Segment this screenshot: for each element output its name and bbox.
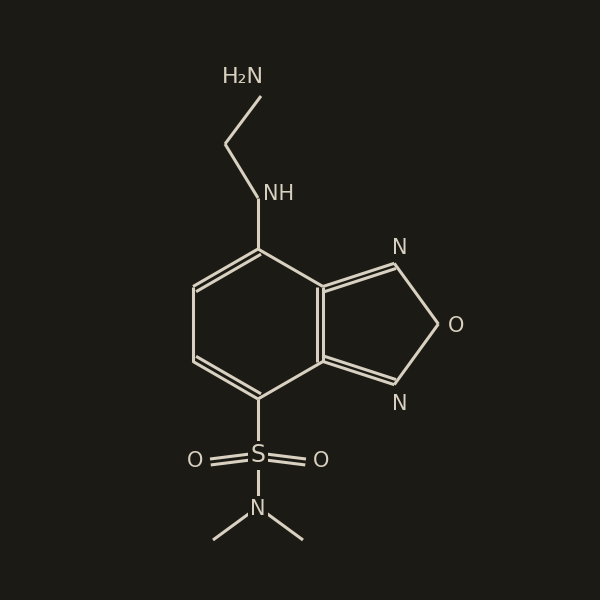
Text: O: O [448, 316, 464, 336]
Text: N: N [392, 238, 407, 258]
Text: N: N [392, 394, 407, 414]
Text: O: O [187, 451, 203, 471]
Text: H₂N: H₂N [222, 67, 264, 87]
Text: S: S [251, 443, 265, 467]
Text: S: S [251, 443, 265, 467]
Text: O: O [313, 451, 329, 471]
Text: N: N [250, 499, 266, 519]
Text: NH: NH [263, 184, 295, 204]
